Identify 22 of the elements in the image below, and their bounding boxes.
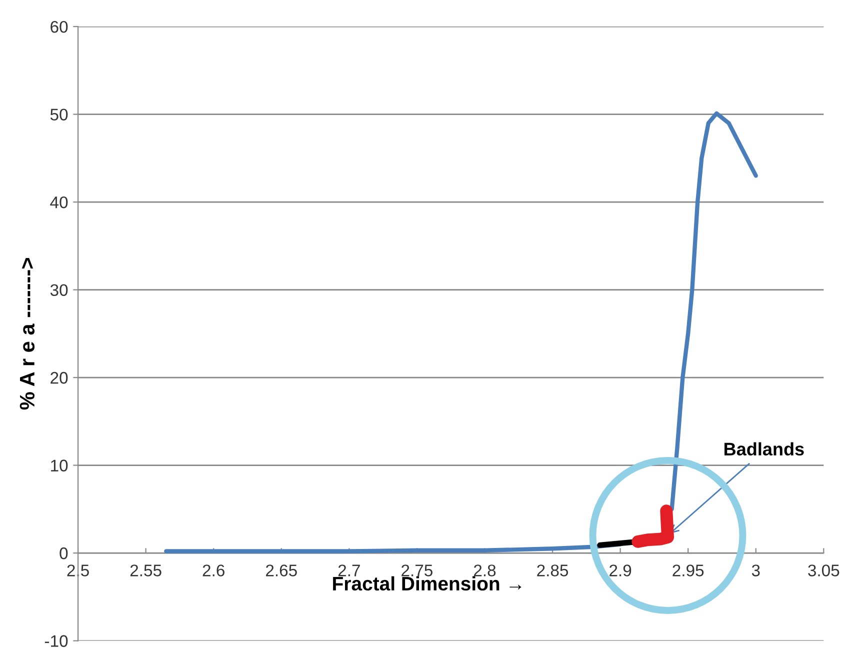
x-axis-title: Fractal Dimension → (333, 576, 522, 591)
y-tick-label: 20 (50, 372, 68, 384)
y-tick-label: 40 (50, 196, 68, 208)
x-tick-label: 2.55 (130, 564, 162, 576)
y-tick-label: 60 (50, 20, 68, 33)
y-axis-title: % A r e a -------> (20, 258, 35, 410)
y-tick-label: 50 (50, 108, 68, 121)
x-tick-label: 2.7 (338, 564, 360, 576)
annotation: Badlands (724, 442, 804, 456)
x-tick-label: 2.85 (537, 564, 568, 576)
x-tick-label: 3.05 (808, 564, 840, 576)
y-tick-label: 30 (50, 284, 68, 296)
x-tick-label: 2.75 (402, 564, 432, 576)
x-tick-label: 2.8 (474, 564, 496, 576)
x-tick-label: 2.9 (610, 564, 632, 576)
y-tick-label: -10 (44, 635, 68, 647)
x-tick-label: 2.6 (202, 564, 224, 576)
y-tick-label: 0 (60, 547, 68, 560)
x-tick-label: 2.65 (266, 564, 297, 576)
x-tick-label: 2.95 (672, 564, 704, 576)
x-tick-label: 3 (752, 564, 760, 576)
y-tick-label: 10 (51, 460, 68, 472)
